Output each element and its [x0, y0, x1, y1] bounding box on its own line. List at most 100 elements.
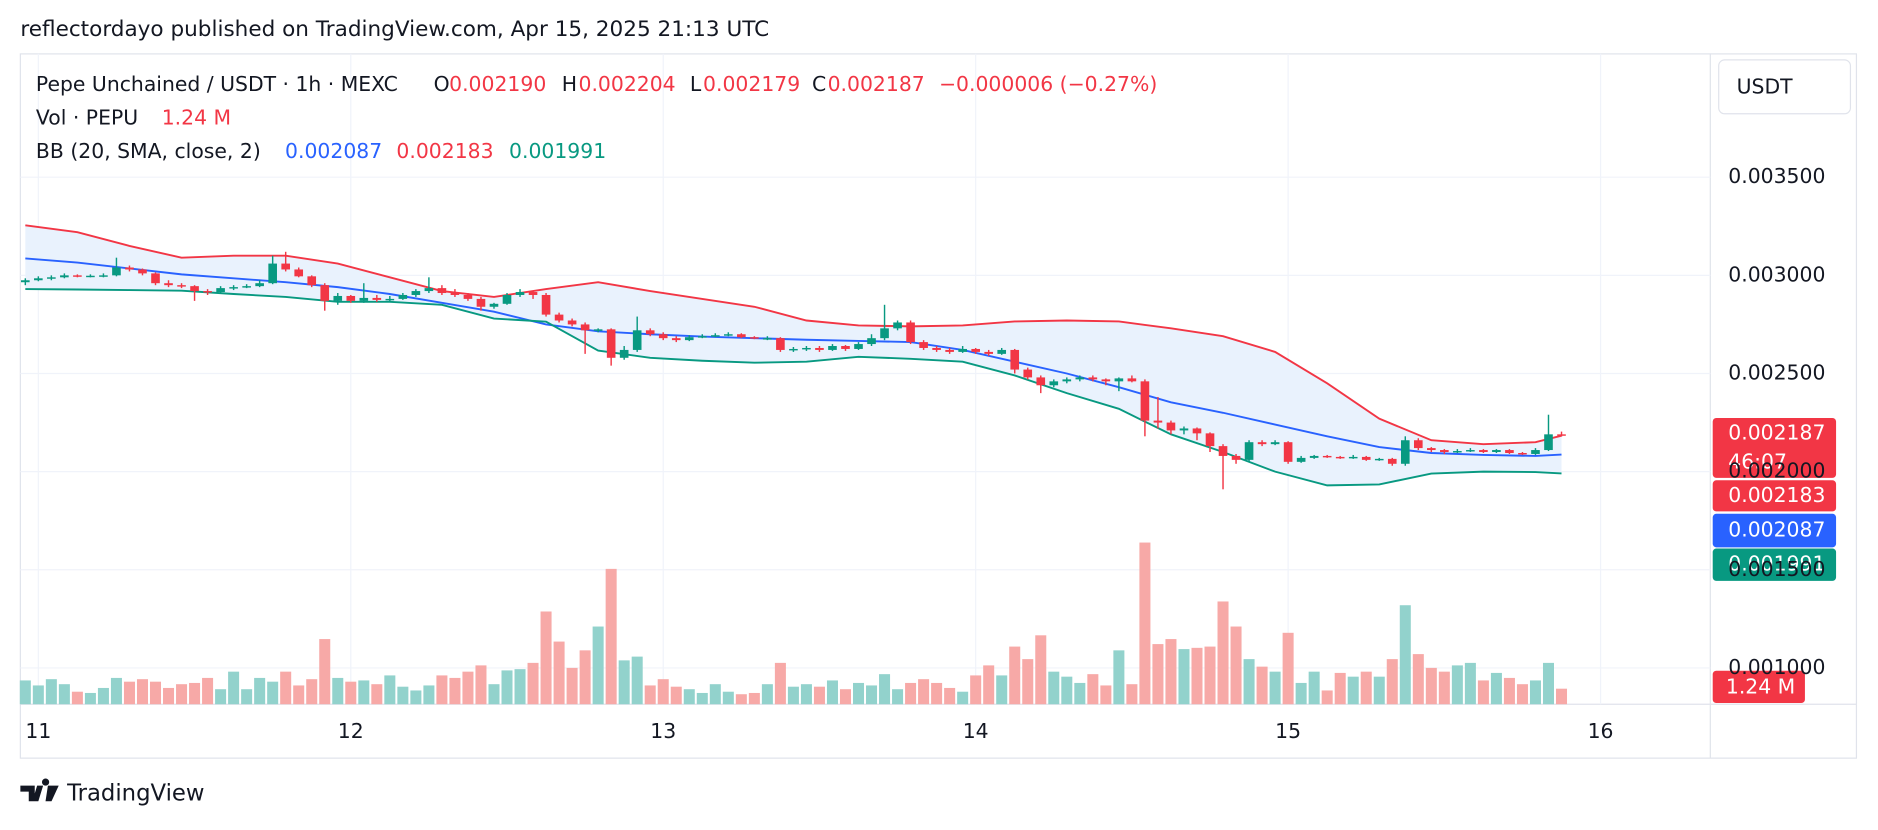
candle-body — [164, 283, 173, 286]
candle-body — [710, 335, 720, 337]
volume-bar — [110, 677, 122, 705]
volume-bar — [241, 689, 253, 705]
candle-body — [958, 348, 967, 352]
price-badge-label: 0.002183 — [1728, 483, 1825, 507]
candle-body — [1361, 456, 1371, 460]
volume-bar — [1412, 654, 1424, 705]
candle-body — [424, 288, 434, 292]
candle-body — [1088, 377, 1098, 380]
candle-body — [151, 273, 160, 284]
volume-bar — [1113, 650, 1125, 705]
candle-body — [1062, 379, 1072, 382]
volume-bar — [1438, 671, 1450, 705]
candle-body — [802, 347, 811, 350]
candle-body — [216, 288, 225, 293]
volume-bar — [1556, 688, 1568, 705]
volume-bar — [462, 671, 474, 705]
volume-bar — [45, 679, 57, 705]
volume-bar — [579, 650, 591, 705]
legend-symbol: Pepe Unchained / USDT · 1h · MEXC — [36, 72, 398, 96]
volume-bar — [1516, 684, 1528, 705]
legend-ohlc-value: 0.002190 — [449, 72, 546, 96]
volume-bar — [918, 679, 930, 705]
candle-body — [658, 334, 668, 339]
candle-body — [60, 275, 69, 278]
volume-bar — [618, 660, 630, 705]
candle-body — [1257, 442, 1267, 445]
candle-body — [1153, 420, 1163, 423]
x-tick-label: 15 — [1275, 719, 1301, 743]
volume-bar — [1308, 671, 1320, 705]
volume-bar — [657, 679, 669, 705]
volume-bar — [1061, 676, 1073, 705]
price-badge — [1712, 417, 1837, 478]
candle-body — [1309, 455, 1319, 458]
volume-bar — [1074, 682, 1086, 705]
legend-volume-title: Vol · PEPU — [36, 106, 138, 130]
volume-bar — [1295, 682, 1307, 705]
candle-body — [1010, 349, 1020, 370]
candle-body — [606, 329, 616, 358]
currency-label[interactable]: USDT — [1737, 74, 1794, 98]
volume-bar — [735, 694, 747, 705]
candle-body — [190, 286, 199, 292]
volume-bar — [957, 691, 969, 705]
candle-body — [502, 294, 512, 304]
volume-bar — [592, 626, 604, 705]
volume-bar — [787, 686, 799, 705]
candle-body — [1114, 378, 1124, 382]
candle-body — [776, 338, 785, 350]
candle-body — [1166, 422, 1176, 431]
candle-body — [229, 287, 238, 289]
candle-body — [125, 267, 134, 270]
candle-body — [1231, 455, 1241, 460]
volume-bar — [1269, 671, 1281, 705]
candle-body — [828, 346, 837, 350]
candle-body — [1453, 451, 1462, 453]
candle-body — [1374, 458, 1384, 461]
volume-bar — [1178, 649, 1190, 705]
candle-body — [138, 269, 147, 274]
volume-bar — [176, 684, 188, 705]
volume-bar — [149, 681, 162, 705]
candle-body — [1322, 455, 1332, 458]
volume-bar — [1464, 662, 1476, 705]
volume-bar — [1425, 667, 1437, 705]
legend-ohlc-label: O — [434, 72, 450, 96]
volume-bar — [215, 689, 227, 705]
price-badge-label: 0.002187 — [1728, 421, 1825, 445]
currency-box[interactable] — [1718, 59, 1852, 115]
volume-bar — [1100, 685, 1112, 705]
volume-bar — [1217, 601, 1229, 705]
volume-bar — [1360, 671, 1372, 705]
candle-body — [671, 338, 681, 341]
candle-body — [346, 295, 356, 301]
candle-body — [476, 298, 486, 307]
candle-body — [1270, 442, 1280, 445]
candle-body — [919, 342, 928, 348]
candle-body — [1140, 381, 1150, 421]
volume-bar — [1256, 666, 1268, 705]
volume-bar — [1490, 672, 1502, 705]
volume-bar — [1139, 542, 1151, 705]
volume-bar — [189, 682, 201, 705]
volume-bar — [1477, 680, 1489, 705]
x-tick-label: 14 — [963, 719, 989, 743]
candle-body — [385, 298, 395, 301]
candle-body — [1283, 442, 1293, 462]
price-badge — [1712, 480, 1837, 512]
candle-body — [554, 314, 564, 321]
candle-body — [515, 292, 525, 295]
candle-body — [971, 348, 980, 352]
volume-bar — [670, 686, 682, 705]
volume-bar — [644, 685, 656, 705]
chart-frame — [19, 53, 1858, 759]
volume-bar — [1347, 676, 1359, 705]
volume-bar — [892, 689, 904, 705]
footer-logo: TradingView — [20, 778, 205, 807]
candle-body — [1335, 456, 1345, 459]
candle-body — [906, 322, 915, 343]
candle-body — [489, 303, 499, 307]
volume-badge — [1712, 670, 1805, 704]
